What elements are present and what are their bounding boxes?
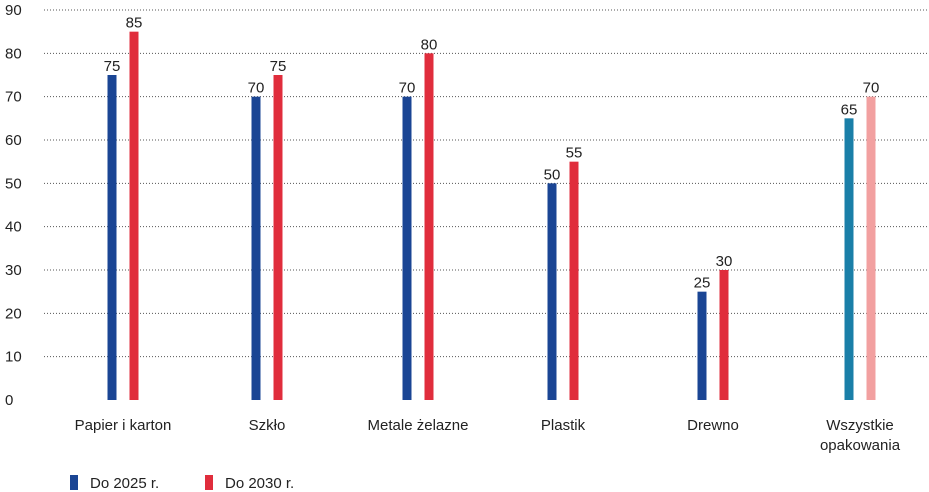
legend-label-2: Do 2030 r. (225, 475, 294, 492)
y-tick-label-80: 80 (5, 45, 22, 62)
y-tick-label-20: 20 (5, 305, 22, 322)
x-tick-label-5: Drewno (687, 417, 739, 434)
y-tick-label-30: 30 (5, 262, 22, 279)
bar-1-2 (251, 96, 261, 401)
data-label-1-5: 25 (694, 275, 711, 292)
bar-1-6 (844, 118, 854, 400)
grid-lines (44, 9, 929, 358)
data-label-2-2: 75 (270, 58, 287, 75)
y-tick-label-60: 60 (5, 132, 22, 149)
data-label-1-6: 65 (841, 101, 858, 118)
y-tick-label-10: 10 (5, 349, 22, 366)
data-label-1-3: 70 (399, 80, 416, 97)
y-tick-label-70: 70 (5, 89, 22, 106)
legend-label-1: Do 2025 r. (90, 475, 159, 492)
data-label-1-4: 50 (544, 166, 561, 183)
bar-1-4 (547, 183, 557, 400)
data-label-2-6: 70 (863, 80, 880, 97)
data-label-1-2: 70 (248, 80, 265, 97)
y-tick-label-0: 0 (5, 392, 13, 409)
bar-2-2 (273, 75, 283, 400)
bar-2-4 (569, 161, 579, 400)
x-tick-label-3: Metale żelazne (368, 417, 469, 434)
bar-1-5 (697, 291, 707, 400)
y-tick-label-50: 50 (5, 175, 22, 192)
legend-swatch-2 (205, 475, 213, 490)
y-tick-label-90: 90 (5, 2, 22, 19)
data-labels: 75 70 70 50 25 65 85 75 80 55 30 70 (104, 15, 880, 292)
bar-1-3 (402, 96, 412, 401)
y-tick-label-40: 40 (5, 219, 22, 236)
data-label-2-3: 80 (421, 36, 438, 53)
x-tick-label-4: Plastik (541, 417, 586, 434)
data-label-2-5: 30 (716, 253, 733, 270)
legend: Do 2025 r. Do 2030 r. (70, 475, 294, 492)
bars (107, 31, 876, 401)
bar-1-1 (107, 75, 117, 400)
bar-2-1 (129, 31, 139, 401)
bar-2-6 (866, 96, 876, 401)
data-label-2-1: 85 (126, 15, 143, 32)
data-label-1-1: 75 (104, 58, 121, 75)
x-axis: Papier i karton Szkło Metale żelazne Plasti… (75, 417, 901, 454)
bar-2-3 (424, 53, 434, 400)
y-axis: 0 10 20 30 40 50 60 70 80 90 (5, 2, 22, 409)
bar-2-5 (719, 270, 729, 400)
x-tick-label-6: Wszystkie opakowania (820, 417, 901, 454)
x-tick-label-1: Papier i karton (75, 417, 172, 434)
legend-swatch-1 (70, 475, 78, 490)
data-label-2-4: 55 (566, 145, 583, 162)
x-tick-label-2: Szkło (249, 417, 286, 434)
